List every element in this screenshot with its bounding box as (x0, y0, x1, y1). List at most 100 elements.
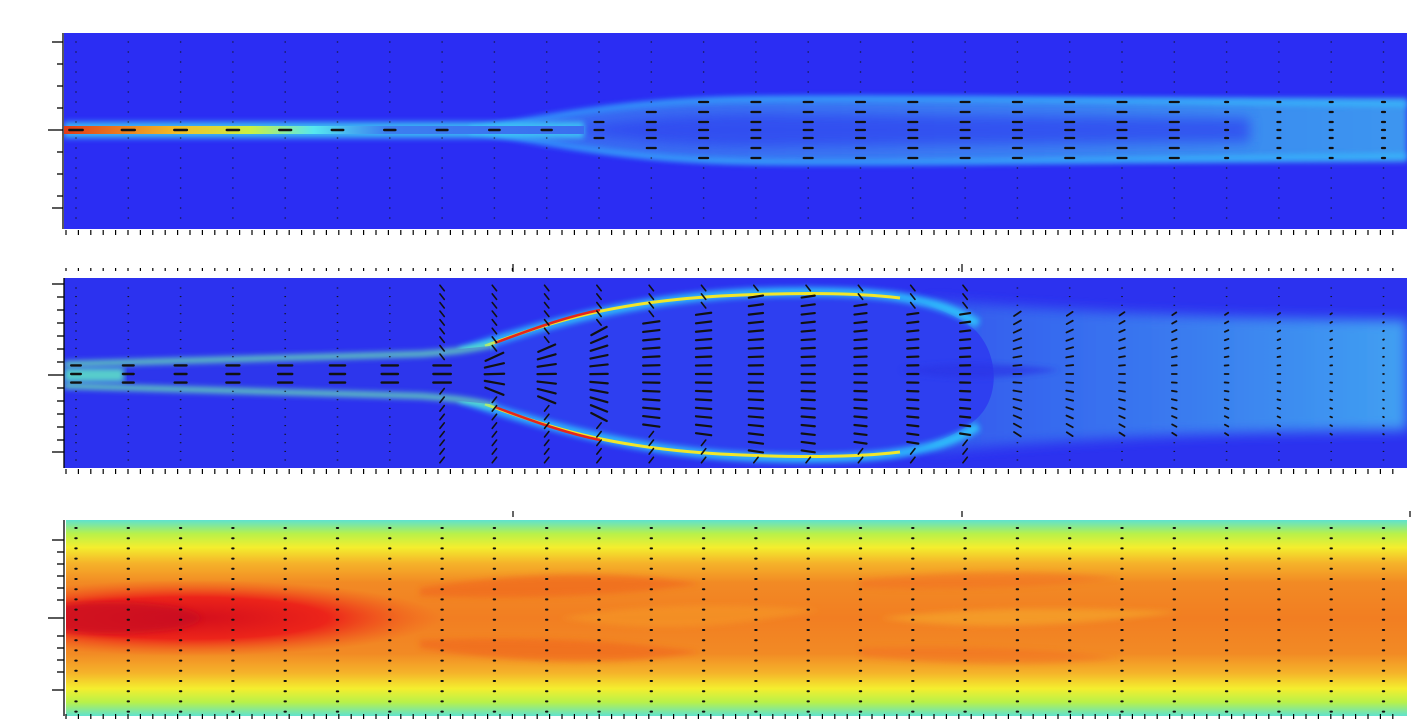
velocity-arrow (1223, 406, 1230, 410)
velocity-arrow (483, 362, 506, 369)
velocity-arrow (1118, 389, 1126, 393)
velocity-arrow (1329, 338, 1333, 341)
velocity-arrow (958, 329, 972, 333)
velocity-arrow (596, 284, 602, 292)
velocity-arrow (959, 432, 972, 437)
velocity-arrow (642, 414, 661, 420)
velocity-arrow (909, 456, 916, 464)
velocity-arrow (642, 328, 661, 334)
velocity-arrow (1223, 398, 1230, 402)
velocity-arrow (642, 346, 661, 350)
velocity-arrow (694, 415, 713, 419)
velocity-arrow (1329, 312, 1333, 316)
velocity-arrow (589, 335, 609, 345)
velocity-arrow (1065, 328, 1074, 334)
panel-top (48, 33, 1407, 229)
bottom-contour-lower (420, 638, 700, 662)
velocity-arrow (694, 329, 713, 333)
velocity-arrow (853, 423, 868, 428)
velocity-arrow (853, 329, 868, 333)
velocity-arrow (1171, 415, 1178, 419)
velocity-arrow (537, 395, 557, 405)
velocity-arrow (648, 293, 655, 301)
velocity-arrow (543, 430, 550, 438)
velocity-arrow (958, 346, 972, 350)
velocity-arrow (1118, 414, 1126, 420)
velocity-arrow (700, 456, 707, 464)
velocity-arrow (589, 380, 609, 385)
velocity-arrow (596, 447, 602, 455)
velocity-arrow (1171, 337, 1178, 342)
velocity-arrow (1171, 346, 1178, 350)
velocity-arrow (543, 284, 550, 292)
velocity-arrow (1065, 398, 1075, 402)
velocity-arrow (909, 447, 916, 455)
velocity-arrow (906, 432, 920, 437)
velocity-arrow (906, 423, 920, 428)
bottom-left-axis (48, 520, 65, 716)
velocity-arrow (906, 346, 920, 350)
velocity-arrow (483, 379, 506, 386)
velocity-arrow (747, 449, 765, 454)
velocity-arrow (589, 363, 609, 368)
velocity-arrow (491, 430, 498, 438)
velocity-arrow (694, 355, 713, 359)
velocity-arrow (906, 311, 920, 316)
velocity-arrow (491, 404, 498, 412)
velocity-arrow (589, 388, 609, 394)
velocity-arrow (543, 310, 550, 318)
velocity-arrow (439, 301, 446, 309)
velocity-arrow (1223, 389, 1230, 393)
velocity-arrow (1276, 432, 1281, 436)
velocity-arrow (694, 406, 713, 411)
velocity-arrow (536, 380, 557, 385)
velocity-arrow (958, 398, 972, 402)
velocity-arrow (1276, 415, 1282, 419)
velocity-arrow (596, 456, 602, 464)
velocity-arrow (439, 310, 446, 318)
middle-left-axis (48, 278, 65, 468)
velocity-arrow (1329, 329, 1333, 333)
velocity-arrow (1012, 337, 1023, 342)
velocity-arrow (1171, 329, 1178, 333)
panel-middle (48, 278, 1407, 468)
velocity-arrow (1223, 346, 1230, 350)
velocity-arrow (1012, 414, 1022, 420)
velocity-arrow (857, 447, 864, 455)
top-wake-edge-lower (469, 127, 1407, 166)
bottom-contour-upper-far (860, 572, 1120, 589)
velocity-arrow (642, 355, 661, 359)
velocity-arrow (543, 301, 550, 309)
velocity-arrow (1223, 423, 1230, 428)
velocity-arrow (1171, 423, 1178, 428)
velocity-arrow (800, 303, 816, 308)
velocity-arrow (1276, 398, 1282, 402)
velocity-arrow (747, 311, 765, 316)
bottom-hot-core (66, 580, 440, 656)
top-left-axis (48, 33, 64, 229)
velocity-arrow (648, 456, 655, 464)
velocity-arrow (1012, 355, 1023, 359)
velocity-arrow (642, 423, 661, 428)
velocity-arrow (700, 284, 707, 292)
top-wake-inner (560, 113, 1250, 147)
velocity-arrow (648, 310, 655, 318)
velocity-arrow (700, 439, 707, 447)
velocity-arrow (853, 415, 868, 419)
velocity-arrow (805, 456, 812, 464)
velocity-arrow (962, 439, 969, 447)
middle-bottom-ticks (65, 469, 1411, 517)
velocity-arrow (909, 293, 916, 301)
velocity-arrow (642, 320, 661, 325)
velocity-arrow (906, 320, 920, 325)
velocity-arrow (1118, 346, 1126, 350)
velocity-arrow (1065, 414, 1074, 420)
velocity-arrow (1013, 310, 1022, 317)
velocity-arrow (439, 413, 446, 421)
velocity-arrow (1276, 320, 1282, 324)
velocity-arrow (800, 294, 816, 299)
velocity-arrow (1171, 406, 1178, 411)
velocity-arrow (491, 447, 498, 455)
velocity-arrow (1065, 337, 1074, 342)
velocity-arrow (800, 329, 816, 333)
